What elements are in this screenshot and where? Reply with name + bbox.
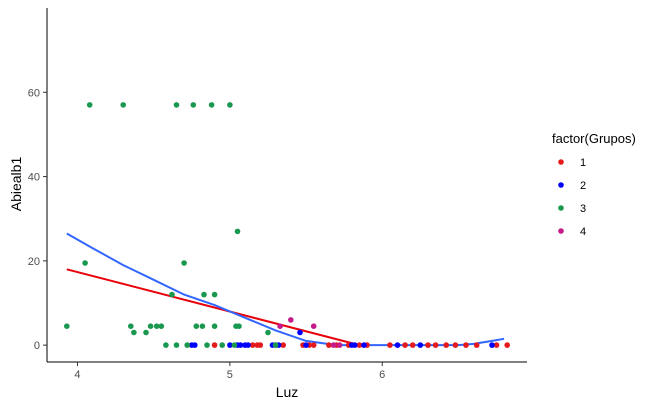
data-point-group-3 xyxy=(199,323,206,330)
data-point-group-3 xyxy=(184,342,190,348)
data-point-group-1 xyxy=(326,342,332,348)
legend: factor(Grupos) 1 2 3 4 xyxy=(552,131,636,238)
x-tick-label: 4 xyxy=(74,369,80,381)
data-point-group-3 xyxy=(143,329,149,336)
data-point-group-3 xyxy=(169,291,175,298)
x-ticks: 4 5 6 xyxy=(74,362,385,381)
data-point-group-1 xyxy=(473,342,480,348)
data-point-group-1 xyxy=(425,342,431,348)
data-point-group-2 xyxy=(417,342,424,348)
data-point-group-3 xyxy=(231,342,238,348)
x-tick-label: 5 xyxy=(227,369,233,381)
data-point-group-3 xyxy=(158,323,165,330)
x-axis-title: Luz xyxy=(276,384,299,400)
data-point-group-1 xyxy=(387,342,393,348)
data-point-group-3 xyxy=(227,102,233,108)
y-ticks: 0 20 40 60 xyxy=(28,87,47,352)
data-point-group-3 xyxy=(64,323,70,330)
data-point-group-1 xyxy=(409,342,416,348)
data-point-group-2 xyxy=(352,342,358,348)
data-point-group-3 xyxy=(208,102,215,108)
data-point-group-3 xyxy=(120,102,126,108)
legend-key-3 xyxy=(558,205,564,211)
legend-title: factor(Grupos) xyxy=(552,131,636,146)
data-point-group-3 xyxy=(211,291,218,298)
y-tick-label: 60 xyxy=(28,87,40,99)
legend-label: 1 xyxy=(580,157,586,169)
y-tick-label: 0 xyxy=(34,340,40,352)
data-point-group-3 xyxy=(190,102,197,108)
data-point-group-1 xyxy=(463,342,469,348)
legend-key-4 xyxy=(558,228,564,234)
data-point-group-3 xyxy=(236,323,242,330)
data-point-group-3 xyxy=(193,323,200,330)
data-point-group-3 xyxy=(86,102,93,108)
legend-label: 3 xyxy=(580,203,586,215)
data-point-group-3 xyxy=(181,260,187,266)
data-point-group-3 xyxy=(147,323,154,330)
data-point-group-2 xyxy=(227,342,233,348)
data-point-group-1 xyxy=(249,342,256,348)
data-point-group-3 xyxy=(128,323,134,330)
data-point-group-3 xyxy=(211,323,218,330)
y-tick-label: 20 xyxy=(28,256,40,268)
data-point-group-2 xyxy=(237,342,244,348)
data-point-group-3 xyxy=(131,329,137,336)
data-point-group-4 xyxy=(277,323,283,330)
data-point-group-3 xyxy=(201,291,207,298)
legend-key-1 xyxy=(558,159,564,165)
data-point-group-3 xyxy=(219,342,225,348)
data-point-group-1 xyxy=(280,342,287,348)
x-tick-label: 6 xyxy=(379,369,385,381)
data-point-group-2 xyxy=(192,342,198,348)
data-point-group-1 xyxy=(356,342,363,348)
data-point-group-1 xyxy=(432,342,439,348)
data-point-group-2 xyxy=(297,329,303,336)
data-point-group-3 xyxy=(173,342,180,348)
data-point-group-3 xyxy=(272,342,279,348)
fit-line-lm xyxy=(66,268,360,347)
data-point-group-1 xyxy=(211,342,218,348)
data-point-group-4 xyxy=(336,342,343,348)
data-point-group-1 xyxy=(257,342,264,348)
y-tick-label: 40 xyxy=(28,172,40,184)
data-point-group-1 xyxy=(504,342,511,348)
data-point-group-1 xyxy=(452,342,459,348)
data-point-group-2 xyxy=(303,342,309,348)
data-point-group-4 xyxy=(288,317,294,323)
data-point-group-3 xyxy=(234,228,241,235)
data-point-group-3 xyxy=(153,323,160,330)
data-point-group-3 xyxy=(163,342,169,348)
data-point-group-1 xyxy=(493,342,500,348)
legend-label: 2 xyxy=(580,180,586,192)
data-point-group-3 xyxy=(173,102,180,108)
data-point-group-1 xyxy=(402,342,408,348)
data-point-group-1 xyxy=(443,342,450,348)
axes: 4 5 6 0 20 40 60 Luz Abiealb1 xyxy=(8,8,527,400)
data-point-group-3 xyxy=(265,329,271,336)
data-point-group-3 xyxy=(204,342,210,348)
data-points xyxy=(64,102,511,348)
data-point-group-4 xyxy=(330,342,337,348)
data-point-group-4 xyxy=(310,323,317,330)
y-axis-title: Abiealb1 xyxy=(8,157,24,212)
data-point-group-3 xyxy=(82,260,88,266)
legend-entries: 1 2 3 4 xyxy=(558,157,586,238)
data-point-group-2 xyxy=(394,342,401,348)
data-point-group-2 xyxy=(245,342,251,348)
data-point-group-2 xyxy=(489,342,495,348)
legend-label: 4 xyxy=(580,226,586,238)
data-point-group-1 xyxy=(310,342,317,348)
legend-key-2 xyxy=(558,182,564,188)
data-point-group-2 xyxy=(361,342,367,348)
